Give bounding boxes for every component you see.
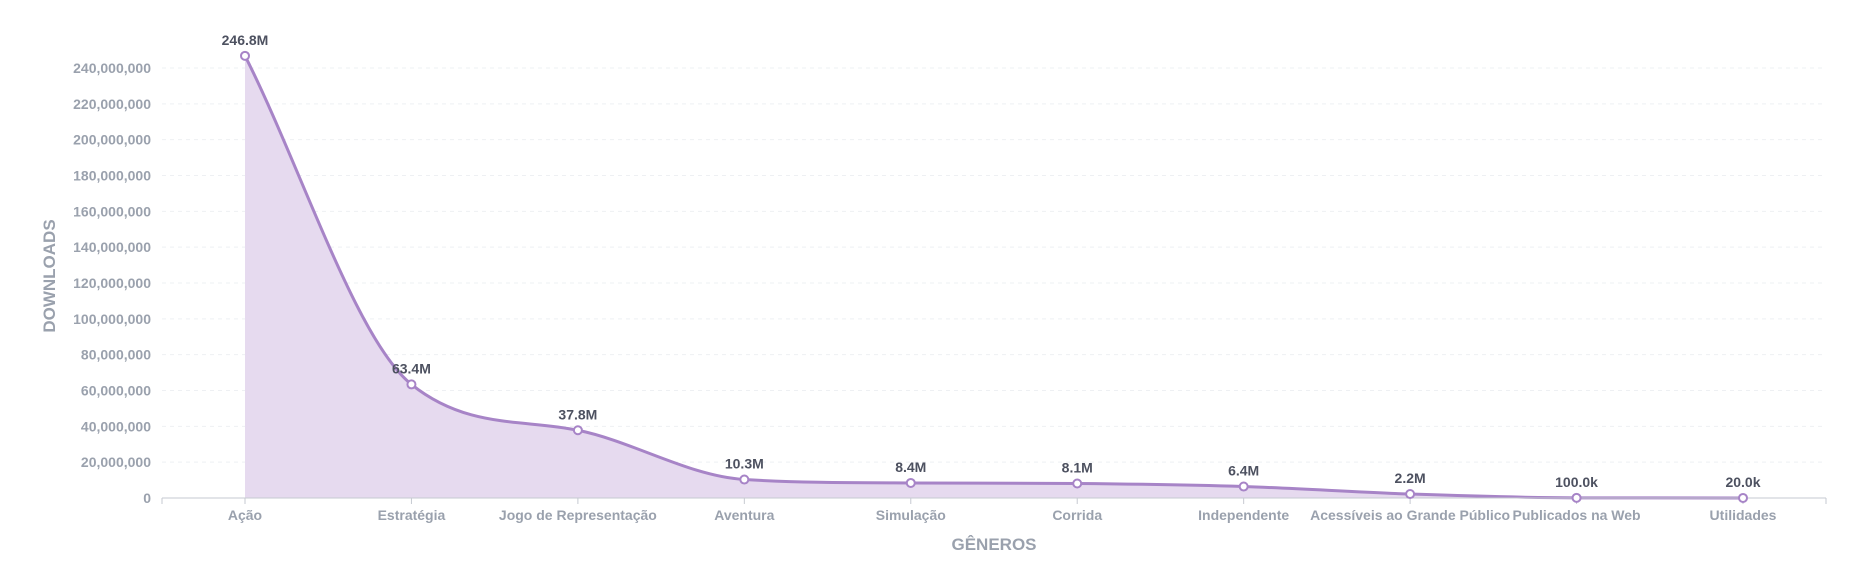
data-label: 8.1M: [1062, 459, 1093, 475]
series-line: [243, 55, 1744, 500]
data-label: 8.4M: [895, 459, 926, 475]
y-tick-label: 180,000,000: [73, 168, 151, 184]
x-tick-label: Utilidades: [1710, 507, 1777, 523]
y-tick-label: 140,000,000: [73, 239, 151, 255]
y-axis-title: DOWNLOADS: [40, 219, 59, 332]
y-tick-label: 220,000,000: [73, 96, 151, 112]
data-point[interactable]: [240, 50, 250, 61]
data-label: 20.0k: [1725, 474, 1760, 490]
x-tick-label: Jogo de Representação: [499, 507, 657, 523]
series-area-fill: [245, 55, 1743, 499]
y-axis-ticks: 0 20,000,000 40,000,000 60,000,000 80,000,00…: [73, 60, 151, 506]
x-tick-label: Simulação: [876, 507, 946, 523]
y-tick-label: 120,000,000: [73, 275, 151, 291]
y-tick-label: 100,000,000: [73, 311, 151, 327]
y-tick-label: 200,000,000: [73, 132, 151, 148]
data-point[interactable]: [1238, 481, 1249, 492]
x-tick-label: Ação: [228, 507, 262, 523]
y-tick-label: 160,000,000: [73, 203, 151, 219]
data-point[interactable]: [1405, 489, 1416, 500]
data-point[interactable]: [406, 379, 417, 390]
data-labels: 246.8M 63.4M 37.8M 10.3M 8.4M 8.1M 6.4M 2.2M 100…: [222, 32, 1761, 490]
data-label: 100.0k: [1555, 474, 1598, 490]
data-label: 10.3M: [725, 456, 764, 472]
y-tick-label: 60,000,000: [81, 383, 151, 399]
x-tick-label: Independente: [1198, 507, 1289, 523]
data-label: 246.8M: [222, 32, 269, 48]
data-point[interactable]: [1738, 492, 1748, 503]
x-axis-ticks: Ação Estratégia Jogo de Representação Avent…: [161, 498, 1827, 523]
data-label: 37.8M: [558, 406, 597, 422]
x-tick-label: Publicados na Web: [1513, 507, 1641, 523]
x-tick-label: Corrida: [1052, 507, 1102, 523]
series-area: [243, 55, 1744, 500]
data-point[interactable]: [1571, 492, 1582, 503]
data-point[interactable]: [572, 425, 583, 436]
x-tick-label: Acessíveis ao Grande Público: [1310, 507, 1510, 523]
data-point[interactable]: [1072, 478, 1083, 489]
data-points: [240, 50, 1748, 503]
data-point[interactable]: [905, 477, 916, 488]
data-label: 6.4M: [1228, 463, 1259, 479]
data-label: 2.2M: [1395, 470, 1426, 486]
x-tick-label: Aventura: [714, 507, 774, 523]
data-label: 63.4M: [392, 360, 431, 376]
y-tick-label: 20,000,000: [81, 454, 151, 470]
y-tick-label: 80,000,000: [81, 347, 151, 363]
y-tick-label: 240,000,000: [73, 60, 151, 76]
grid-lines: [162, 67, 1826, 463]
y-tick-label: 40,000,000: [81, 418, 151, 434]
data-point[interactable]: [739, 474, 750, 485]
y-tick-label: 0: [143, 490, 151, 506]
x-tick-label: Estratégia: [378, 507, 446, 523]
x-axis-title: GÊNEROS: [951, 535, 1036, 554]
